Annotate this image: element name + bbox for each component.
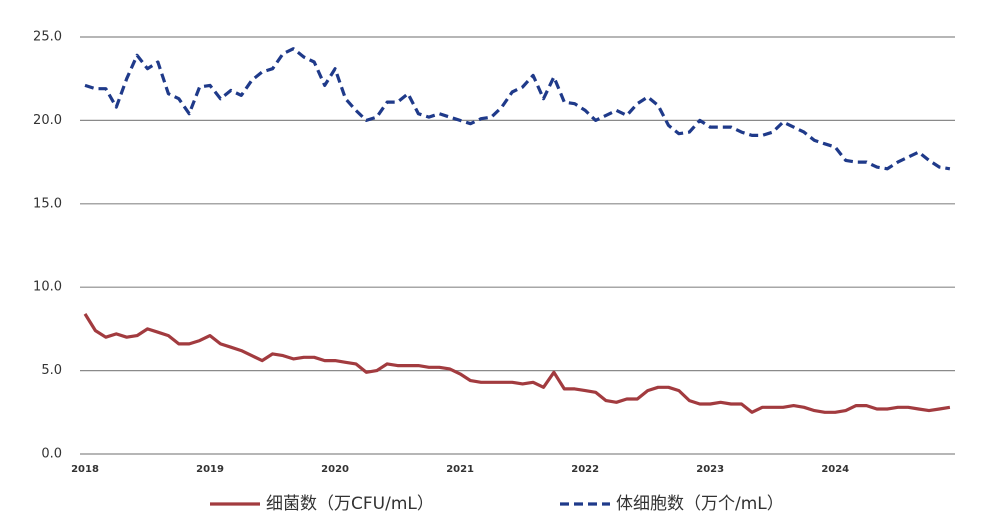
y-tick-label: 10.0 <box>33 280 62 295</box>
y-tick-label: 0.0 <box>41 447 62 462</box>
x-tick-label: 2018 <box>71 464 99 475</box>
x-tick-label: 2022 <box>571 464 599 475</box>
x-tick-label: 2024 <box>821 464 849 475</box>
y-tick-label: 20.0 <box>33 113 62 128</box>
series-line <box>84 47 951 171</box>
series-line <box>83 313 951 414</box>
x-tick-label: 2021 <box>446 464 474 475</box>
y-tick-label: 5.0 <box>41 363 62 378</box>
y-tick-label: 25.0 <box>33 30 62 45</box>
y-tick-label: 15.0 <box>33 196 62 211</box>
x-tick-label: 2019 <box>196 464 224 475</box>
legend-label: 体细胞数（万个/mL） <box>616 494 784 514</box>
x-tick-label: 2020 <box>321 464 349 475</box>
x-tick-label: 2023 <box>696 464 724 475</box>
legend-label: 细菌数（万CFU/mL） <box>266 494 434 514</box>
